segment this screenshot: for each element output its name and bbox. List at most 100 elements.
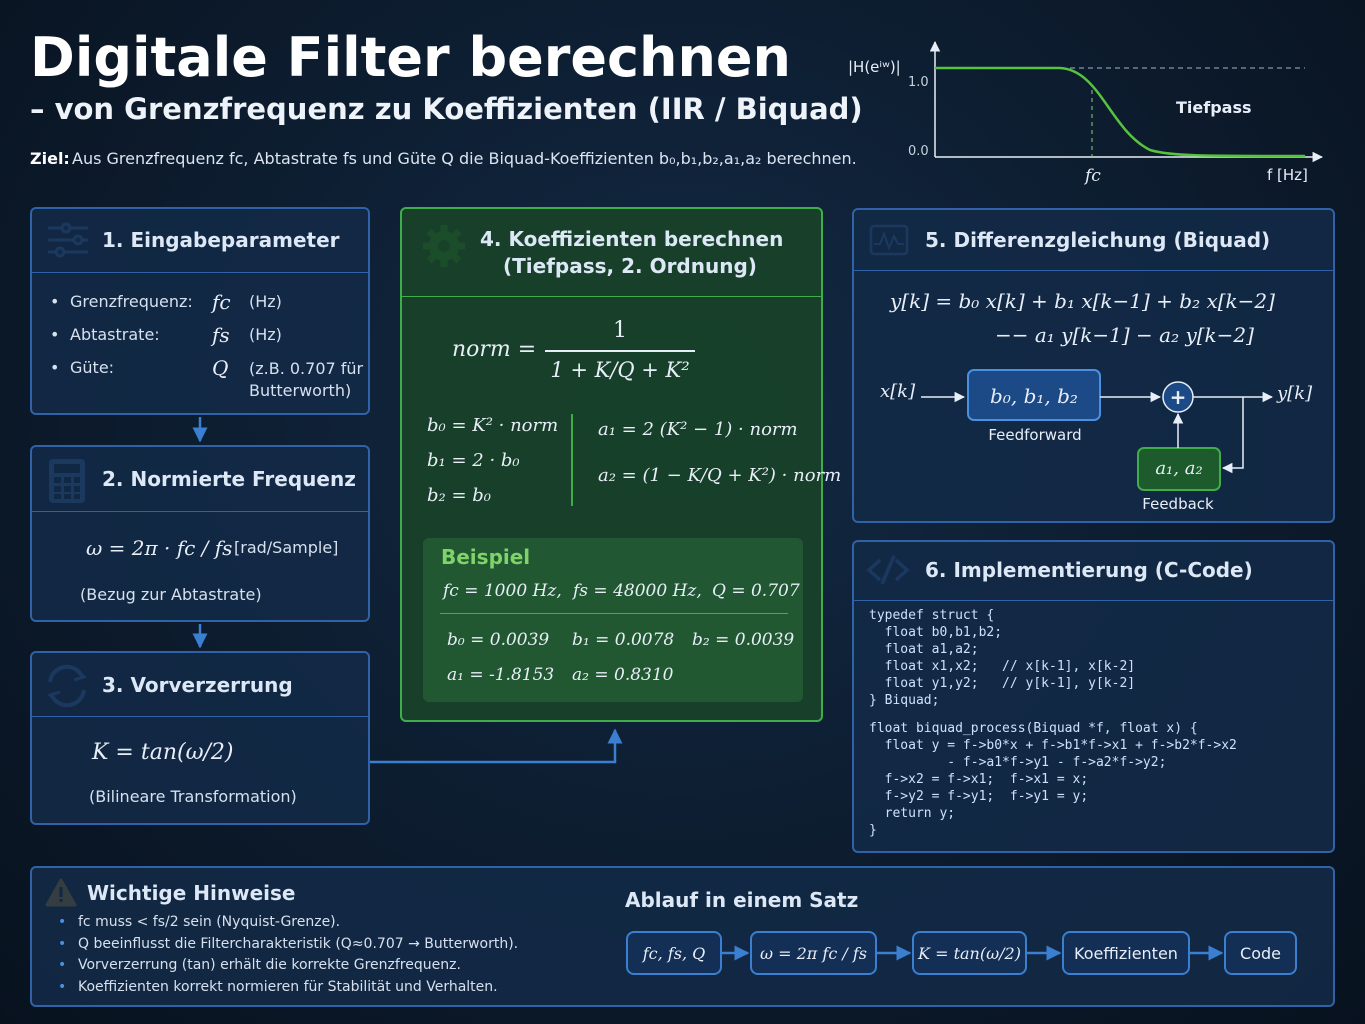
param-label: Grenzfrequenz:: [70, 292, 193, 311]
example-param: Q = 0.707: [712, 581, 800, 601]
plot-y-bottom: 0.0: [908, 144, 929, 159]
code-line: typedef struct {: [869, 608, 995, 623]
param-symbol: Q: [212, 356, 229, 380]
plot-curve-label: Tiefpass: [1176, 98, 1252, 117]
panel-subtitle: (Tiefpass, 2. Ordnung): [503, 254, 757, 278]
code-line: f->x2 = f->x1; f->x1 = x;: [869, 772, 1089, 787]
code-line: - f->a1*f->y1 - f->a2*f->y2;: [869, 755, 1167, 770]
bullet: •: [50, 325, 60, 344]
formula: a₁ = 2 (K² − 1) · norm: [598, 419, 798, 440]
param-unit: (Hz): [249, 325, 282, 344]
formula: b₀ = K² · norm: [427, 415, 559, 436]
signal-input: x[k]: [880, 381, 916, 402]
formula: a₂ = (1 − K/Q + K²) · norm: [598, 465, 842, 486]
divider: [32, 716, 368, 717]
subtitle: – von Grenzfrequenz zu Koeffizienten (II…: [30, 92, 863, 126]
ff-label: Feedforward: [988, 426, 1082, 444]
plot-x-mark: fc: [1085, 166, 1101, 186]
panel-title: 1. Eingabeparameter: [102, 228, 340, 252]
formula: b₂ = b₀: [427, 485, 492, 506]
code-line: float x1,x2; // x[k-1], x[k-2]: [869, 659, 1136, 674]
bullet: •: [58, 935, 67, 952]
bullet: •: [58, 957, 67, 973]
goal-label: Ziel:: [30, 149, 70, 168]
code-line: float a1,a2;: [869, 642, 979, 657]
code-line: float b0,b1,b2;: [869, 625, 1003, 640]
divider: [32, 511, 368, 512]
code-line: f->y2 = f->y1; f->y1 = y;: [869, 789, 1089, 804]
note: (Bilineare Transformation): [89, 787, 297, 806]
fb-label: Feedback: [1142, 495, 1214, 513]
bullet: •: [58, 978, 67, 995]
example-box: [423, 538, 803, 702]
sum: +: [1169, 385, 1187, 409]
panel-title: 5. Differenzgleichung (Biquad): [925, 228, 1271, 252]
panel-title: 2. Normierte Frequenz: [102, 467, 356, 491]
goal-text: Aus Grenzfrequenz fc, Abtastrate fs und …: [72, 149, 857, 168]
code-line: float y = f->b0*x + f->b1*f->x1 + f->b2*…: [869, 738, 1237, 753]
example-result: b₁ = 0.0078: [572, 630, 675, 650]
param-unit: (Hz): [249, 292, 282, 311]
param-symbol: fc: [212, 290, 231, 314]
formula: ω = 2π · fc / fs: [86, 536, 233, 560]
flow-step: K = tan(ω/2): [912, 931, 1027, 975]
plot-x-label: f [Hz]: [1267, 166, 1308, 184]
code-line: } Biquad;: [869, 693, 940, 708]
fraction-bar: [545, 350, 695, 352]
panel-title: 3. Vorverzerrung: [102, 673, 293, 697]
ff-block: b₀, b₁, b₂: [990, 384, 1078, 408]
hint-item: Vorverzerrung (tan) erhält die korrekte …: [78, 957, 461, 973]
example-param: fc = 1000 Hz,: [443, 581, 562, 601]
flow-step: ω = 2π fc / fs: [750, 931, 877, 975]
plot: [929, 40, 1324, 163]
equation: y[k] = b₀ x[k] + b₁ x[k−1] + b₂ x[k−2]: [890, 289, 1275, 313]
divider: [854, 600, 1333, 601]
divider: [854, 270, 1333, 271]
param-label: Abtastrate:: [70, 325, 160, 344]
norm-label: norm =: [452, 337, 537, 362]
divider: [402, 296, 821, 297]
code-line: return y;: [869, 806, 956, 821]
divider: [440, 613, 788, 614]
formula: K = tan(ω/2): [92, 740, 234, 765]
panel-input: [30, 207, 370, 415]
equation: −− a₁ y[k−1] − a₂ y[k−2]: [995, 323, 1254, 347]
divider: [571, 414, 573, 506]
plot-y-label: |H(eⁱʷ)|: [848, 58, 901, 76]
example-title: Beispiel: [441, 545, 531, 569]
flow-step: Koeffizienten: [1062, 931, 1190, 975]
example-result: a₂ = 0.8310: [572, 665, 674, 685]
plot-y-top: 1.0: [908, 75, 929, 90]
example-result: b₂ = 0.0039: [692, 630, 795, 650]
panel-title: 6. Implementierung (C-Code): [925, 558, 1253, 582]
unit: [rad/Sample]: [234, 538, 339, 557]
bullet: •: [50, 358, 60, 377]
bullet: •: [58, 914, 67, 930]
formula: b₁ = 2 · b₀: [427, 450, 520, 471]
code-line: }: [869, 823, 877, 838]
panel-diffeq: [852, 208, 1335, 523]
fb-block: a₁, a₂: [1155, 458, 1203, 479]
panel-title: 4. Koeffizienten berechnen: [480, 227, 784, 251]
panel-normfreq: [30, 445, 370, 622]
example-result: a₁ = -1.8153: [447, 665, 555, 685]
hints-title: Wichtige Hinweise: [87, 881, 296, 905]
flow-title: Ablauf in einem Satz: [625, 888, 859, 912]
hint-item: fc muss < fs/2 sein (Nyquist-Grenze).: [78, 914, 341, 930]
example-param: fs = 48000 Hz,: [573, 581, 702, 601]
hint-item: Q beeinflusst die Filtercharakteristik (…: [78, 935, 519, 952]
param-symbol: fs: [212, 323, 230, 347]
denominator: 1 + K/Q + K²: [550, 358, 690, 382]
numerator: 1: [613, 318, 627, 343]
note: (Bezug zur Abtastrate): [80, 585, 262, 604]
param-label: Güte:: [70, 358, 115, 377]
divider: [32, 272, 368, 273]
signal-output: y[k]: [1277, 383, 1313, 404]
title: Digitale Filter berechnen: [30, 26, 791, 89]
flow-step: fc, fs, Q: [626, 931, 722, 975]
code-line: float biquad_process(Biquad *f, float x)…: [869, 721, 1198, 736]
code-line: float y1,y2; // y[k-1], y[k-2]: [869, 676, 1136, 691]
hint-item: Koeffizienten korrekt normieren für Stab…: [78, 978, 498, 995]
panel-prewarp: [30, 651, 370, 825]
